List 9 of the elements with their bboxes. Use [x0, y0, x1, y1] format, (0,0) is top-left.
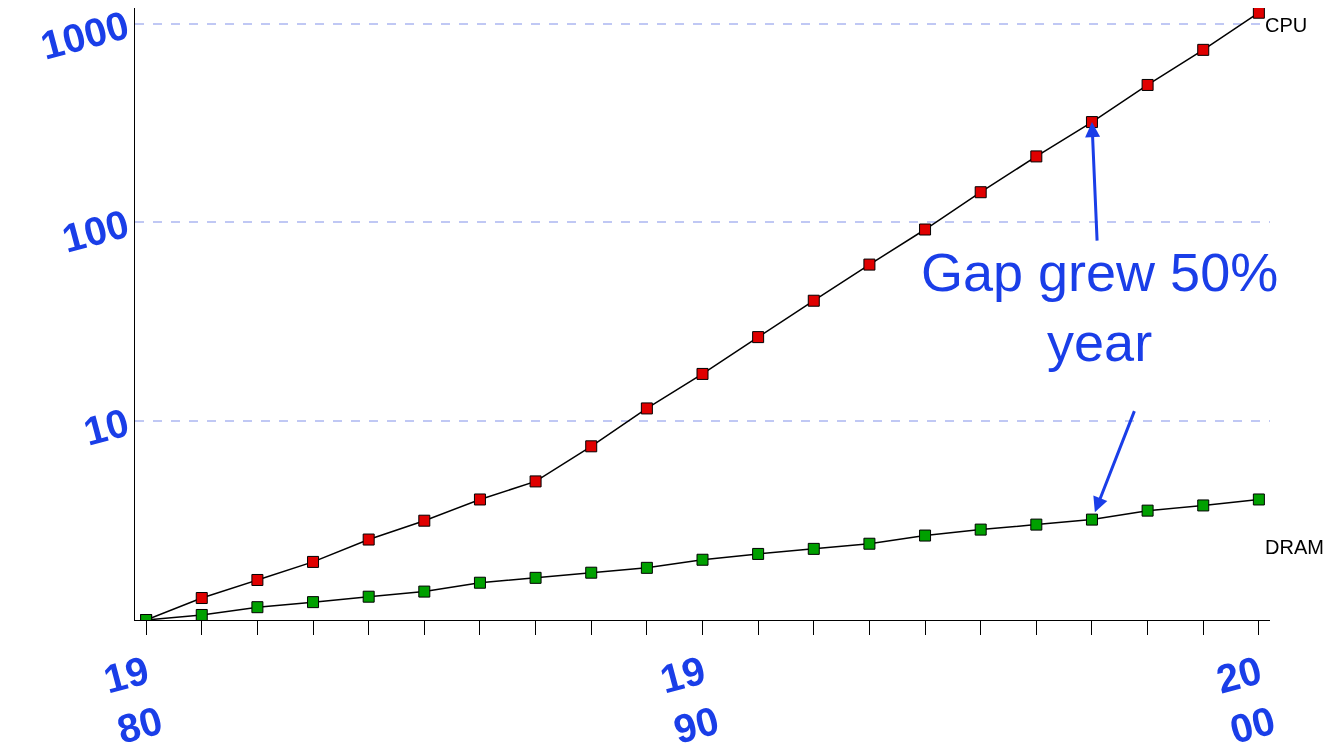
x-tick-label: 19 80	[99, 647, 167, 752]
y-tick-label: 10	[78, 399, 134, 454]
series-label: CPU	[1265, 14, 1308, 36]
x-tick-label: 19 90	[655, 647, 724, 752]
x-tick-label: 20 00	[1211, 647, 1280, 752]
y-tick-label: 100	[57, 201, 134, 261]
series-label: DRAM	[1265, 536, 1324, 558]
annotation: Gap grew 50% year	[921, 242, 1279, 373]
y-tick-label: 1000	[35, 2, 134, 68]
